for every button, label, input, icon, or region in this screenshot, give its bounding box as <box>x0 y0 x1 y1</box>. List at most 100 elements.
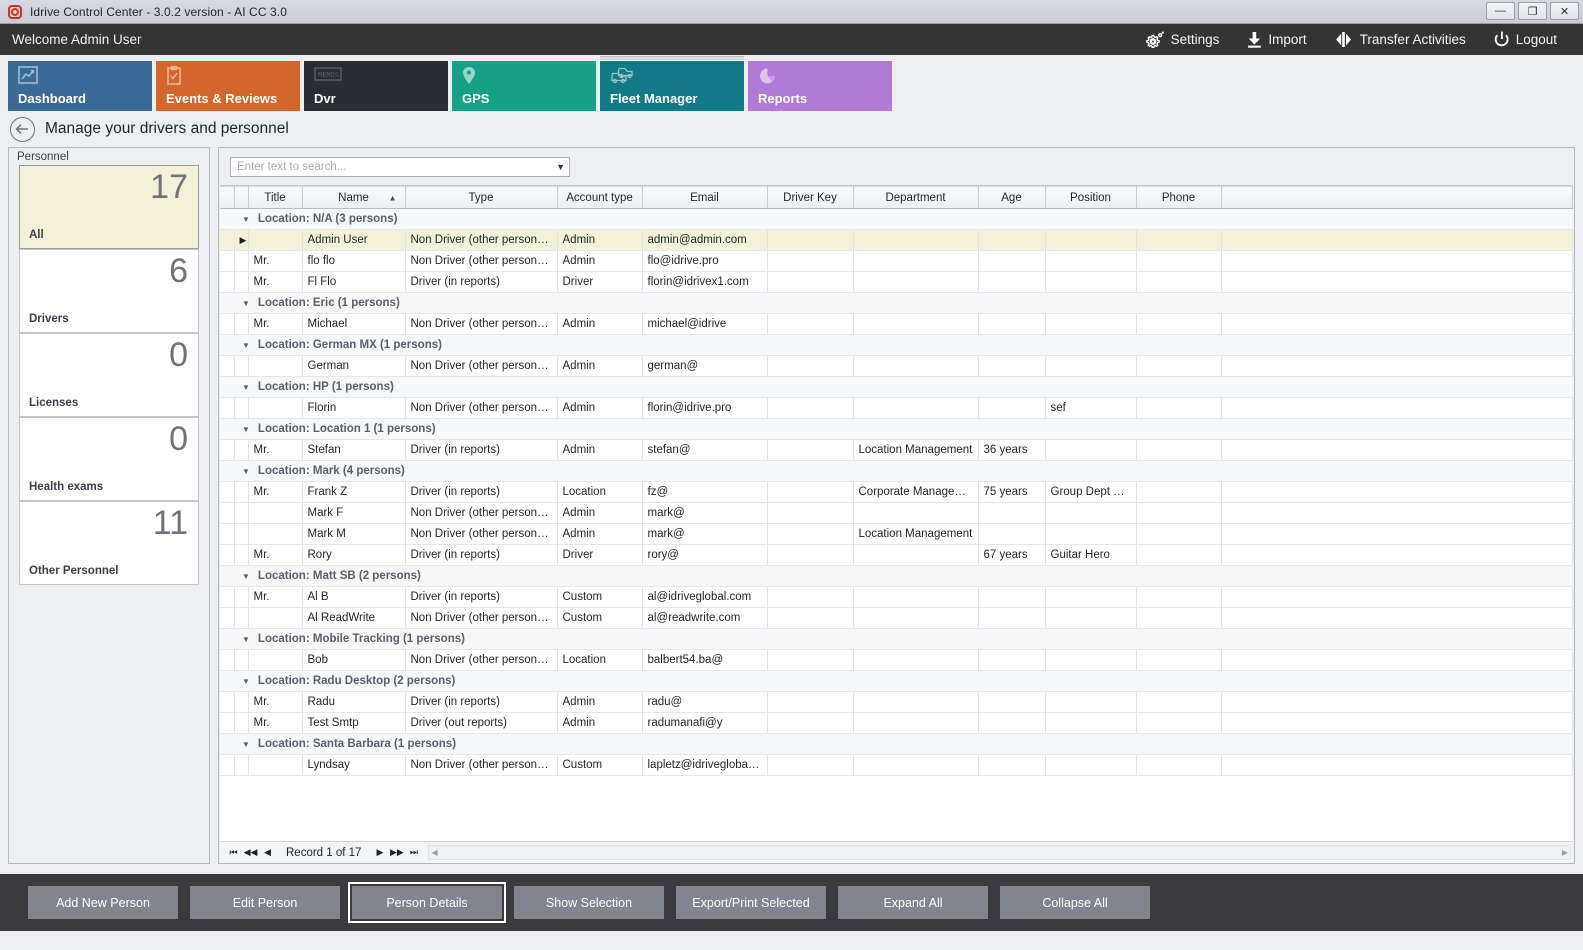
row-current-indicator[interactable] <box>234 712 249 734</box>
scroll-left-icon[interactable]: ◀ <box>431 848 438 857</box>
transfer-activities-button[interactable]: Transfer Activities <box>1321 24 1480 55</box>
group-collapse-icon[interactable]: ▼ <box>242 571 250 581</box>
table-row[interactable]: Mr. Test Smtp Driver (out reports) Admin rad… <box>220 712 1573 734</box>
table-row[interactable]: Mr. Stefan Driver (in reports) Admin stefan@… <box>220 439 1573 461</box>
table-row[interactable]: ▶ Admin User Non Driver (other personnel) A… <box>220 229 1573 251</box>
search-box[interactable]: ▼ <box>230 157 570 177</box>
pager-prev-button[interactable]: ◀ <box>264 847 271 857</box>
table-row[interactable]: Mark M Non Driver (other personnel) Admin m… <box>220 523 1573 545</box>
row-current-indicator[interactable] <box>234 271 249 293</box>
kpi-card-health-exams[interactable]: 0 Health exams <box>19 417 199 501</box>
group-collapse-icon[interactable]: ▼ <box>242 424 250 434</box>
group-collapse-icon[interactable]: ▼ <box>242 214 250 224</box>
search-input[interactable] <box>237 161 551 173</box>
add-new-person-button[interactable]: Add New Person <box>28 886 178 919</box>
chevron-down-icon[interactable]: ▼ <box>556 162 565 172</box>
group-collapse-icon[interactable]: ▼ <box>242 676 250 686</box>
nav-tile-dvr[interactable]: MEMOS Dvr <box>304 61 448 111</box>
group-header-row[interactable]: ▼ Location: Eric (1 persons) <box>220 292 1573 314</box>
minimize-button[interactable]: — <box>1486 2 1515 20</box>
group-header-row[interactable]: ▼ Location: Matt SB (2 persons) <box>220 565 1573 587</box>
row-current-indicator[interactable] <box>234 649 249 671</box>
scroll-right-icon[interactable]: ▶ <box>1561 848 1568 857</box>
export-print-selected-button[interactable]: Export/Print Selected <box>676 886 826 919</box>
import-button[interactable]: Import <box>1233 24 1320 55</box>
row-current-indicator[interactable] <box>234 481 249 503</box>
row-current-indicator[interactable] <box>234 544 249 566</box>
row-current-indicator[interactable] <box>234 355 249 377</box>
kpi-card-other-personnel[interactable]: 11 Other Personnel <box>19 501 199 585</box>
group-header-row[interactable]: ▼ Location: Santa Barbara (1 persons) <box>220 733 1573 755</box>
table-row[interactable]: Florin Non Driver (other personnel) Admin f… <box>220 397 1573 419</box>
close-button[interactable]: ✕ <box>1550 2 1579 20</box>
group-collapse-icon[interactable]: ▼ <box>242 382 250 392</box>
nav-tile-dashboard[interactable]: Dashboard <box>8 61 152 111</box>
row-current-indicator[interactable] <box>234 586 249 608</box>
row-current-indicator[interactable] <box>234 250 249 272</box>
back-arrow-icon[interactable] <box>10 116 35 142</box>
column-header-age[interactable]: Age <box>978 186 1046 209</box>
kpi-card-all[interactable]: 17 All <box>19 165 199 249</box>
column-header-position[interactable]: Position <box>1045 186 1137 209</box>
pager-last-button[interactable]: ⏭ <box>409 847 418 857</box>
row-current-indicator[interactable]: ▶ <box>234 229 249 251</box>
group-header-row[interactable]: ▼ Location: N/A (3 persons) <box>220 208 1573 230</box>
kpi-card-licenses[interactable]: 0 Licenses <box>19 333 199 417</box>
person-details-button[interactable]: Person Details <box>348 882 506 923</box>
row-current-indicator[interactable] <box>234 523 249 545</box>
nav-tile-reports[interactable]: Reports <box>748 61 892 111</box>
group-header-row[interactable]: ▼ Location: Mark (4 persons) <box>220 460 1573 482</box>
edit-person-button[interactable]: Edit Person <box>190 886 340 919</box>
table-row[interactable]: Mr. Fl Flo Driver (in reports) Driver florin… <box>220 271 1573 293</box>
settings-button[interactable]: Settings <box>1132 24 1234 55</box>
pager-next-button[interactable]: ▶ <box>376 847 384 857</box>
column-header-account-type[interactable]: Account type <box>557 186 643 209</box>
column-header-title[interactable]: Title <box>248 186 303 209</box>
group-collapse-icon[interactable]: ▼ <box>242 739 250 749</box>
collapse-all-button[interactable]: Collapse All <box>1000 886 1150 919</box>
group-collapse-icon[interactable]: ▼ <box>242 298 250 308</box>
table-row[interactable]: German Non Driver (other personnel) Admin g… <box>220 355 1573 377</box>
nav-tile-events-reviews[interactable]: Events & Reviews <box>156 61 300 111</box>
row-current-indicator[interactable] <box>234 691 249 713</box>
table-row[interactable]: Mr. Michael Non Driver (other personnel) Ad… <box>220 313 1573 335</box>
row-current-indicator[interactable] <box>234 502 249 524</box>
column-header-type[interactable]: Type <box>405 186 558 209</box>
column-header-phone[interactable]: Phone <box>1136 186 1222 209</box>
row-current-indicator[interactable] <box>234 607 249 629</box>
column-header-name[interactable]: Name ▲ <box>302 186 406 209</box>
table-row[interactable]: Mark F Non Driver (other personnel) Admin m… <box>220 502 1573 524</box>
group-collapse-icon[interactable]: ▼ <box>242 340 250 350</box>
table-row[interactable]: Mr. Frank Z Driver (in reports) Location fz@… <box>220 481 1573 503</box>
group-header-row[interactable]: ▼ Location: HP (1 persons) <box>220 376 1573 398</box>
group-header-row[interactable]: ▼ Location: Location 1 (1 persons) <box>220 418 1573 440</box>
show-selection-button[interactable]: Show Selection <box>514 886 664 919</box>
column-header-driver-key[interactable]: Driver Key <box>767 186 854 209</box>
table-row[interactable]: Lyndsay Non Driver (other personnel) Custo… <box>220 754 1573 776</box>
column-header-department[interactable]: Department <box>853 186 979 209</box>
row-current-indicator[interactable] <box>234 313 249 335</box>
table-row[interactable]: Mr. Al B Driver (in reports) Custom al@idriv… <box>220 586 1573 608</box>
group-header-row[interactable]: ▼ Location: German MX (1 persons) <box>220 334 1573 356</box>
horizontal-scrollbar[interactable]: ◀ ▶ <box>428 845 1571 860</box>
group-header-row[interactable]: ▼ Location: Mobile Tracking (1 persons) <box>220 628 1573 650</box>
pager-next-page-button[interactable]: ▶▶ <box>390 847 404 857</box>
table-row[interactable]: Al ReadWrite Non Driver (other personnel)… <box>220 607 1573 629</box>
logout-button[interactable]: Logout <box>1480 24 1571 55</box>
group-header-row[interactable]: ▼ Location: Radu Desktop (2 persons) <box>220 670 1573 692</box>
table-row[interactable]: Mr. Rory Driver (in reports) Driver rory@ 67 … <box>220 544 1573 566</box>
expand-all-button[interactable]: Expand All <box>838 886 988 919</box>
table-row[interactable]: Mr. flo flo Non Driver (other personnel) Ad… <box>220 250 1573 272</box>
pager-first-button[interactable]: ⏮ <box>229 847 238 857</box>
nav-tile-gps[interactable]: GPS <box>452 61 596 111</box>
column-header-email[interactable]: Email <box>642 186 768 209</box>
group-collapse-icon[interactable]: ▼ <box>242 634 250 644</box>
pager-prev-page-button[interactable]: ◀◀ <box>243 847 258 857</box>
group-collapse-icon[interactable]: ▼ <box>242 466 250 476</box>
nav-tile-fleet-manager[interactable]: Fleet Manager <box>600 56 744 111</box>
row-current-indicator[interactable] <box>234 439 249 461</box>
row-current-indicator[interactable] <box>234 754 249 776</box>
maximize-button[interactable]: ❐ <box>1518 2 1547 20</box>
kpi-card-drivers[interactable]: 6 Drivers <box>19 249 199 333</box>
table-row[interactable]: Mr. Radu Driver (in reports) Admin radu@ <box>220 691 1573 713</box>
